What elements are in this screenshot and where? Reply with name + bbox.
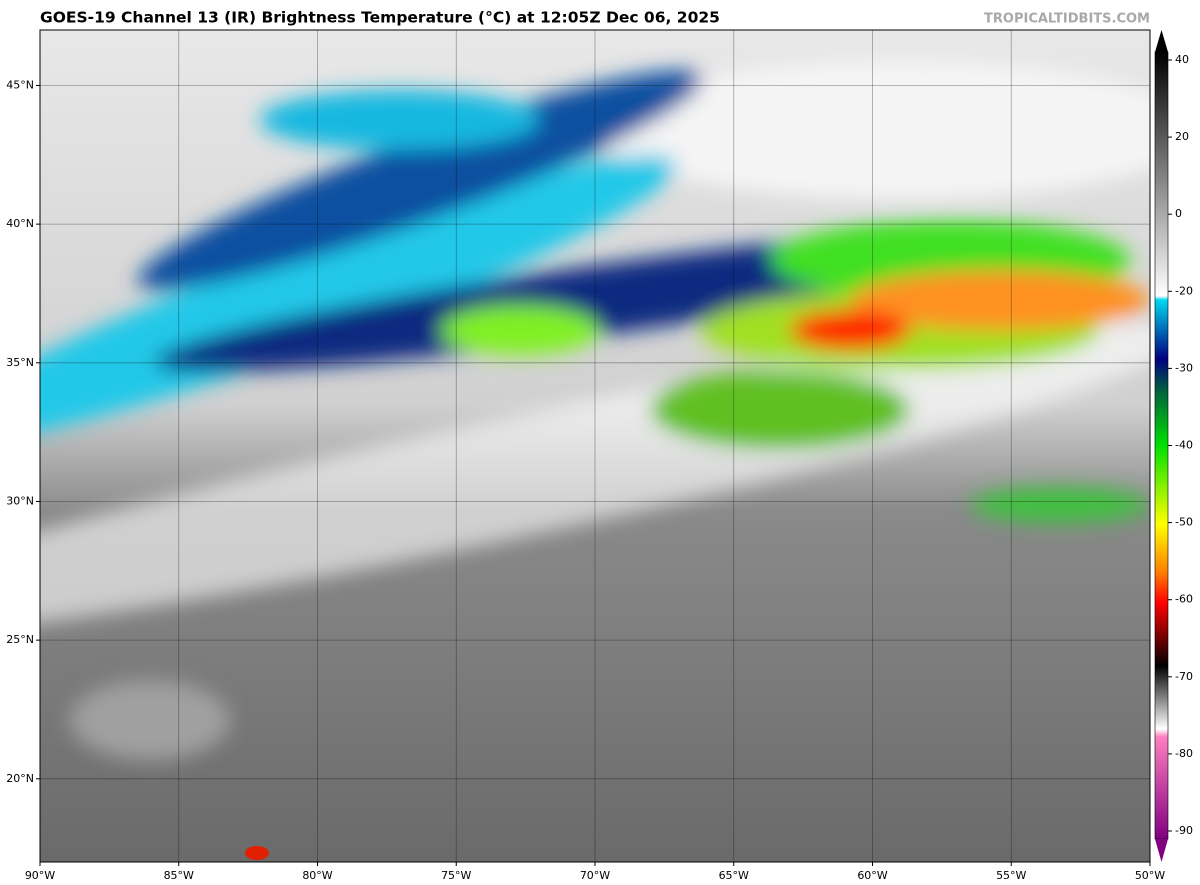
y-tick-label: 30°N	[6, 494, 34, 507]
x-tick-label: 60°W	[857, 869, 887, 882]
colorbar-tick-label: -70	[1175, 670, 1193, 683]
x-tick-label: 55°W	[996, 869, 1026, 882]
credit: TROPICALTIDBITS.COM	[984, 12, 1150, 27]
colorbar	[1154, 51, 1169, 840]
colorbar-tick-label: 20	[1175, 130, 1189, 143]
x-tick-label: 90°W	[25, 869, 55, 882]
y-tick-label: 40°N	[6, 217, 34, 230]
colorbar-tick-label: -80	[1175, 747, 1193, 760]
x-tick-label: 80°W	[302, 869, 332, 882]
colorbar-extend-top	[1155, 30, 1168, 52]
y-tick-label: 20°N	[6, 772, 34, 785]
colorbar-tick-label: -30	[1175, 361, 1193, 374]
colorbar-tick-label: -20	[1175, 284, 1193, 297]
colorbar-tick-label: 40	[1175, 53, 1189, 66]
x-tick-label: 65°W	[719, 869, 749, 882]
y-tick-label: 35°N	[6, 356, 34, 369]
x-tick-label: 75°W	[441, 869, 471, 882]
colorbar-tick-label: 0	[1175, 207, 1182, 220]
y-tick-label: 45°N	[6, 78, 34, 91]
satellite-image	[40, 30, 1150, 862]
colorbar-extend-bottom	[1155, 839, 1168, 862]
map-title: GOES-19 Channel 13 (IR) Brightness Tempe…	[40, 9, 720, 27]
colorbar-tick-label: -50	[1175, 516, 1193, 529]
storm-cell	[245, 846, 269, 860]
x-tick-label: 50°W	[1135, 869, 1165, 882]
x-tick-label: 85°W	[164, 869, 194, 882]
colorbar-tick-label: -60	[1175, 593, 1193, 606]
colorbar-tick-label: -40	[1175, 439, 1193, 452]
x-tick-label: 70°W	[580, 869, 610, 882]
y-tick-label: 25°N	[6, 633, 34, 646]
colorbar-tick-label: -90	[1175, 824, 1193, 837]
